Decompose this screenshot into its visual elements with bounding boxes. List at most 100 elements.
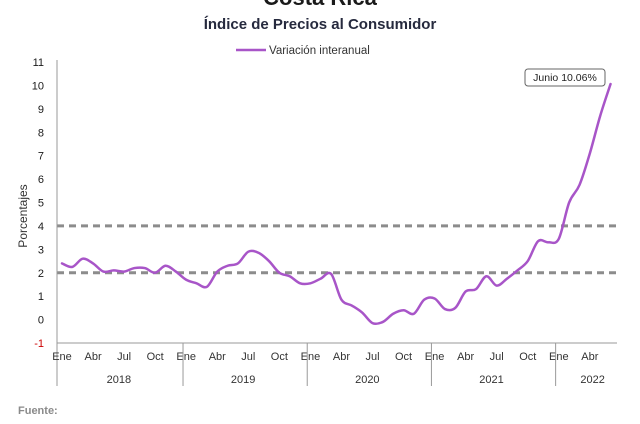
- data-point: [71, 266, 73, 268]
- data-point: [247, 250, 249, 252]
- data-point: [464, 290, 466, 292]
- data-point: [599, 115, 601, 117]
- x-month-label: Jul: [241, 351, 255, 363]
- x-month-label: Ene: [301, 351, 321, 363]
- y-tick-label: 10: [32, 80, 44, 92]
- data-point: [402, 309, 404, 311]
- x-month-label: Oct: [519, 351, 536, 363]
- data-point: [547, 241, 549, 243]
- data-point: [175, 270, 177, 272]
- data-point: [361, 311, 363, 313]
- data-point: [527, 260, 529, 262]
- data-point: [257, 252, 259, 254]
- y-tick-label: 6: [38, 174, 44, 186]
- axes: [56, 60, 617, 386]
- data-point: [206, 286, 208, 288]
- data-point: [123, 270, 125, 272]
- data-point: [320, 277, 322, 279]
- data-point: [268, 260, 270, 262]
- data-point: [82, 258, 84, 260]
- x-year-label: 2022: [580, 374, 604, 386]
- data-point: [289, 275, 291, 277]
- data-point: [113, 269, 115, 271]
- x-month-label: Ene: [52, 351, 72, 363]
- x-month-label: Abr: [457, 351, 474, 363]
- x-month-label: Jul: [490, 351, 504, 363]
- data-point: [475, 288, 477, 290]
- x-month-label: Jul: [365, 351, 379, 363]
- y-axis-label: Porcentajes: [16, 184, 30, 247]
- annotation-label: Junio 10.06%: [533, 72, 597, 84]
- data-point: [558, 238, 560, 240]
- data-point: [309, 282, 311, 284]
- data-point: [537, 240, 539, 242]
- chart: Variación interanual Porcentajes -1 0 1 2 3 4…: [16, 45, 617, 386]
- y-tick-label: 3: [38, 244, 44, 256]
- x-month-label: Ene: [549, 351, 569, 363]
- data-point: [164, 265, 166, 267]
- y-tick-label: -1: [34, 338, 44, 350]
- x-month-label: Ene: [425, 351, 445, 363]
- data-point: [382, 321, 384, 323]
- x-month-label: Abr: [581, 351, 598, 363]
- data-point: [144, 267, 146, 269]
- data-point: [454, 307, 456, 309]
- data-point: [444, 308, 446, 310]
- y-tick-label: 4: [38, 221, 44, 233]
- y-tick-label: 1: [38, 291, 44, 303]
- data-point: [185, 279, 187, 281]
- y-tick-label: 9: [38, 104, 44, 116]
- x-month-label: Ene: [176, 351, 196, 363]
- reference-lines: [57, 224, 617, 275]
- data-point: [340, 298, 342, 300]
- y-tick-label: 7: [38, 151, 44, 163]
- data-point: [413, 313, 415, 315]
- data-point: [589, 152, 591, 154]
- x-month-label: Abr: [209, 351, 226, 363]
- x-month-label: Jul: [117, 351, 131, 363]
- data-point: [371, 322, 373, 324]
- x-month-label: Oct: [147, 351, 164, 363]
- x-month-label: Oct: [271, 351, 288, 363]
- data-point: [423, 298, 425, 300]
- data-point: [609, 83, 611, 85]
- data-point: [237, 262, 239, 264]
- x-year-label: 2021: [479, 374, 503, 386]
- x-month-label: Abr: [333, 351, 350, 363]
- y-tick-label: 0: [38, 315, 44, 327]
- data-point: [226, 265, 228, 267]
- y-tick-label: 11: [33, 57, 44, 69]
- data-point: [568, 201, 570, 203]
- x-month-label: Oct: [395, 351, 412, 363]
- data-point: [485, 275, 487, 277]
- annotation-box: [524, 68, 606, 87]
- data-point: [102, 270, 104, 272]
- data-point: [578, 184, 580, 186]
- y-axis-ticks: -1 0 1 2 3 4 5 6 7 8 9 10 11: [32, 57, 44, 350]
- x-year-label: 2019: [231, 374, 255, 386]
- data-point: [195, 282, 197, 284]
- data-point: [496, 284, 498, 286]
- page-title: Costa Rica: [0, 0, 640, 11]
- x-month-label: Abr: [84, 351, 101, 363]
- y-tick-label: 2: [38, 268, 44, 280]
- data-point: [516, 269, 518, 271]
- legend: Variación interanual: [236, 45, 370, 57]
- data-point: [133, 267, 135, 269]
- data-point: [216, 270, 218, 272]
- x-axis: Ene Abr Jul Oct Ene Abr Jul Oct Ene Abr Jul Oct Ene A…: [52, 343, 605, 386]
- data-point: [278, 272, 280, 274]
- data-point: [154, 272, 156, 274]
- x-year-label: 2020: [355, 374, 379, 386]
- data-point: [330, 273, 332, 275]
- chart-title: Índice de Precios al Consumidor: [203, 16, 437, 33]
- y-tick-label: 8: [38, 127, 44, 139]
- annotation: Junio 10.06%: [524, 68, 606, 87]
- data-point: [506, 277, 508, 279]
- data-point: [392, 313, 394, 315]
- legend-label: Variación interanual: [269, 45, 370, 57]
- data-point: [299, 282, 301, 284]
- source-label: Fuente:: [18, 405, 58, 417]
- series-line-variacion-interanual: [60, 82, 612, 326]
- data-point: [92, 262, 94, 264]
